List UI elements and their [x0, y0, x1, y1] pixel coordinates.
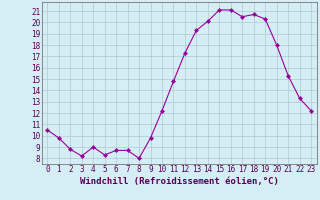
X-axis label: Windchill (Refroidissement éolien,°C): Windchill (Refroidissement éolien,°C): [80, 177, 279, 186]
